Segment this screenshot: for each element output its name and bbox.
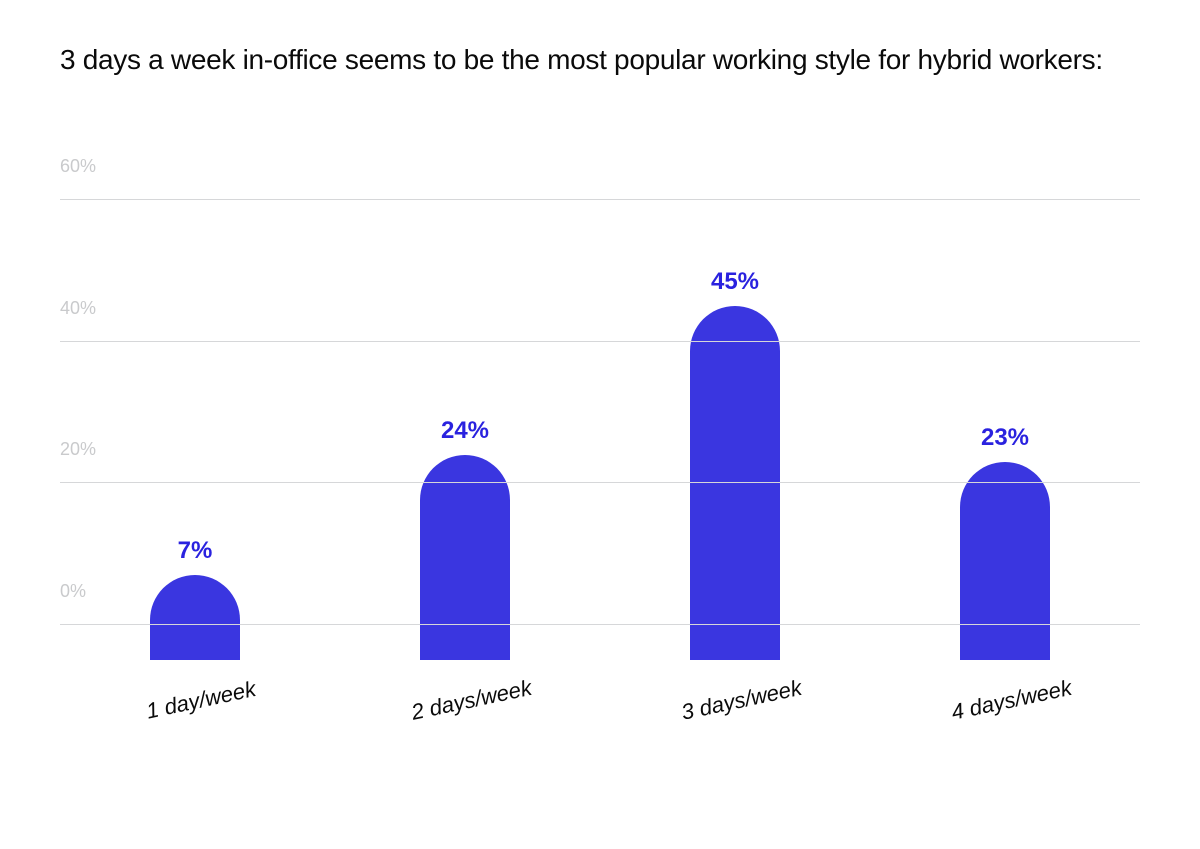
ytick-label: 60% <box>60 156 96 177</box>
bar-value-label: 23% <box>981 424 1029 452</box>
bar-slot: 7% <box>60 200 330 660</box>
bar: 45% <box>690 306 780 660</box>
xtick-label: 4 days/week <box>945 657 1074 725</box>
xtick: 1 day/week <box>60 670 330 810</box>
x-axis: 1 day/week2 days/week3 days/week4 days/w… <box>60 670 1140 810</box>
gridline <box>60 624 1140 625</box>
page: 3 days a week in-office seems to be the … <box>0 0 1200 849</box>
xtick-label: 2 days/week <box>405 657 534 725</box>
gridline <box>60 482 1140 483</box>
bar-value-label: 7% <box>178 537 213 565</box>
xtick-label: 1 day/week <box>141 658 259 724</box>
ytick-label: 20% <box>60 439 96 460</box>
bar: 24% <box>420 455 510 660</box>
bar-slot: 45% <box>600 200 870 660</box>
bar-slot: 23% <box>870 200 1140 660</box>
chart-title: 3 days a week in-office seems to be the … <box>60 40 1120 81</box>
bar: 23% <box>960 462 1050 660</box>
bar: 7% <box>150 575 240 660</box>
xtick: 3 days/week <box>600 670 870 810</box>
ytick-label: 40% <box>60 297 96 318</box>
bar-value-label: 45% <box>711 268 759 296</box>
bar-value-label: 24% <box>441 417 489 445</box>
xtick-label: 3 days/week <box>675 657 804 725</box>
gridline <box>60 341 1140 342</box>
bar-chart: 7%24%45%23% 0%20%40%60% <box>60 200 1140 660</box>
gridline <box>60 199 1140 200</box>
bar-slot: 24% <box>330 200 600 660</box>
xtick: 2 days/week <box>330 670 600 810</box>
bars-container: 7% 24% 45% 23% <box>60 200 1140 660</box>
ytick-label: 0% <box>60 581 86 602</box>
xtick: 4 days/week <box>870 670 1140 810</box>
